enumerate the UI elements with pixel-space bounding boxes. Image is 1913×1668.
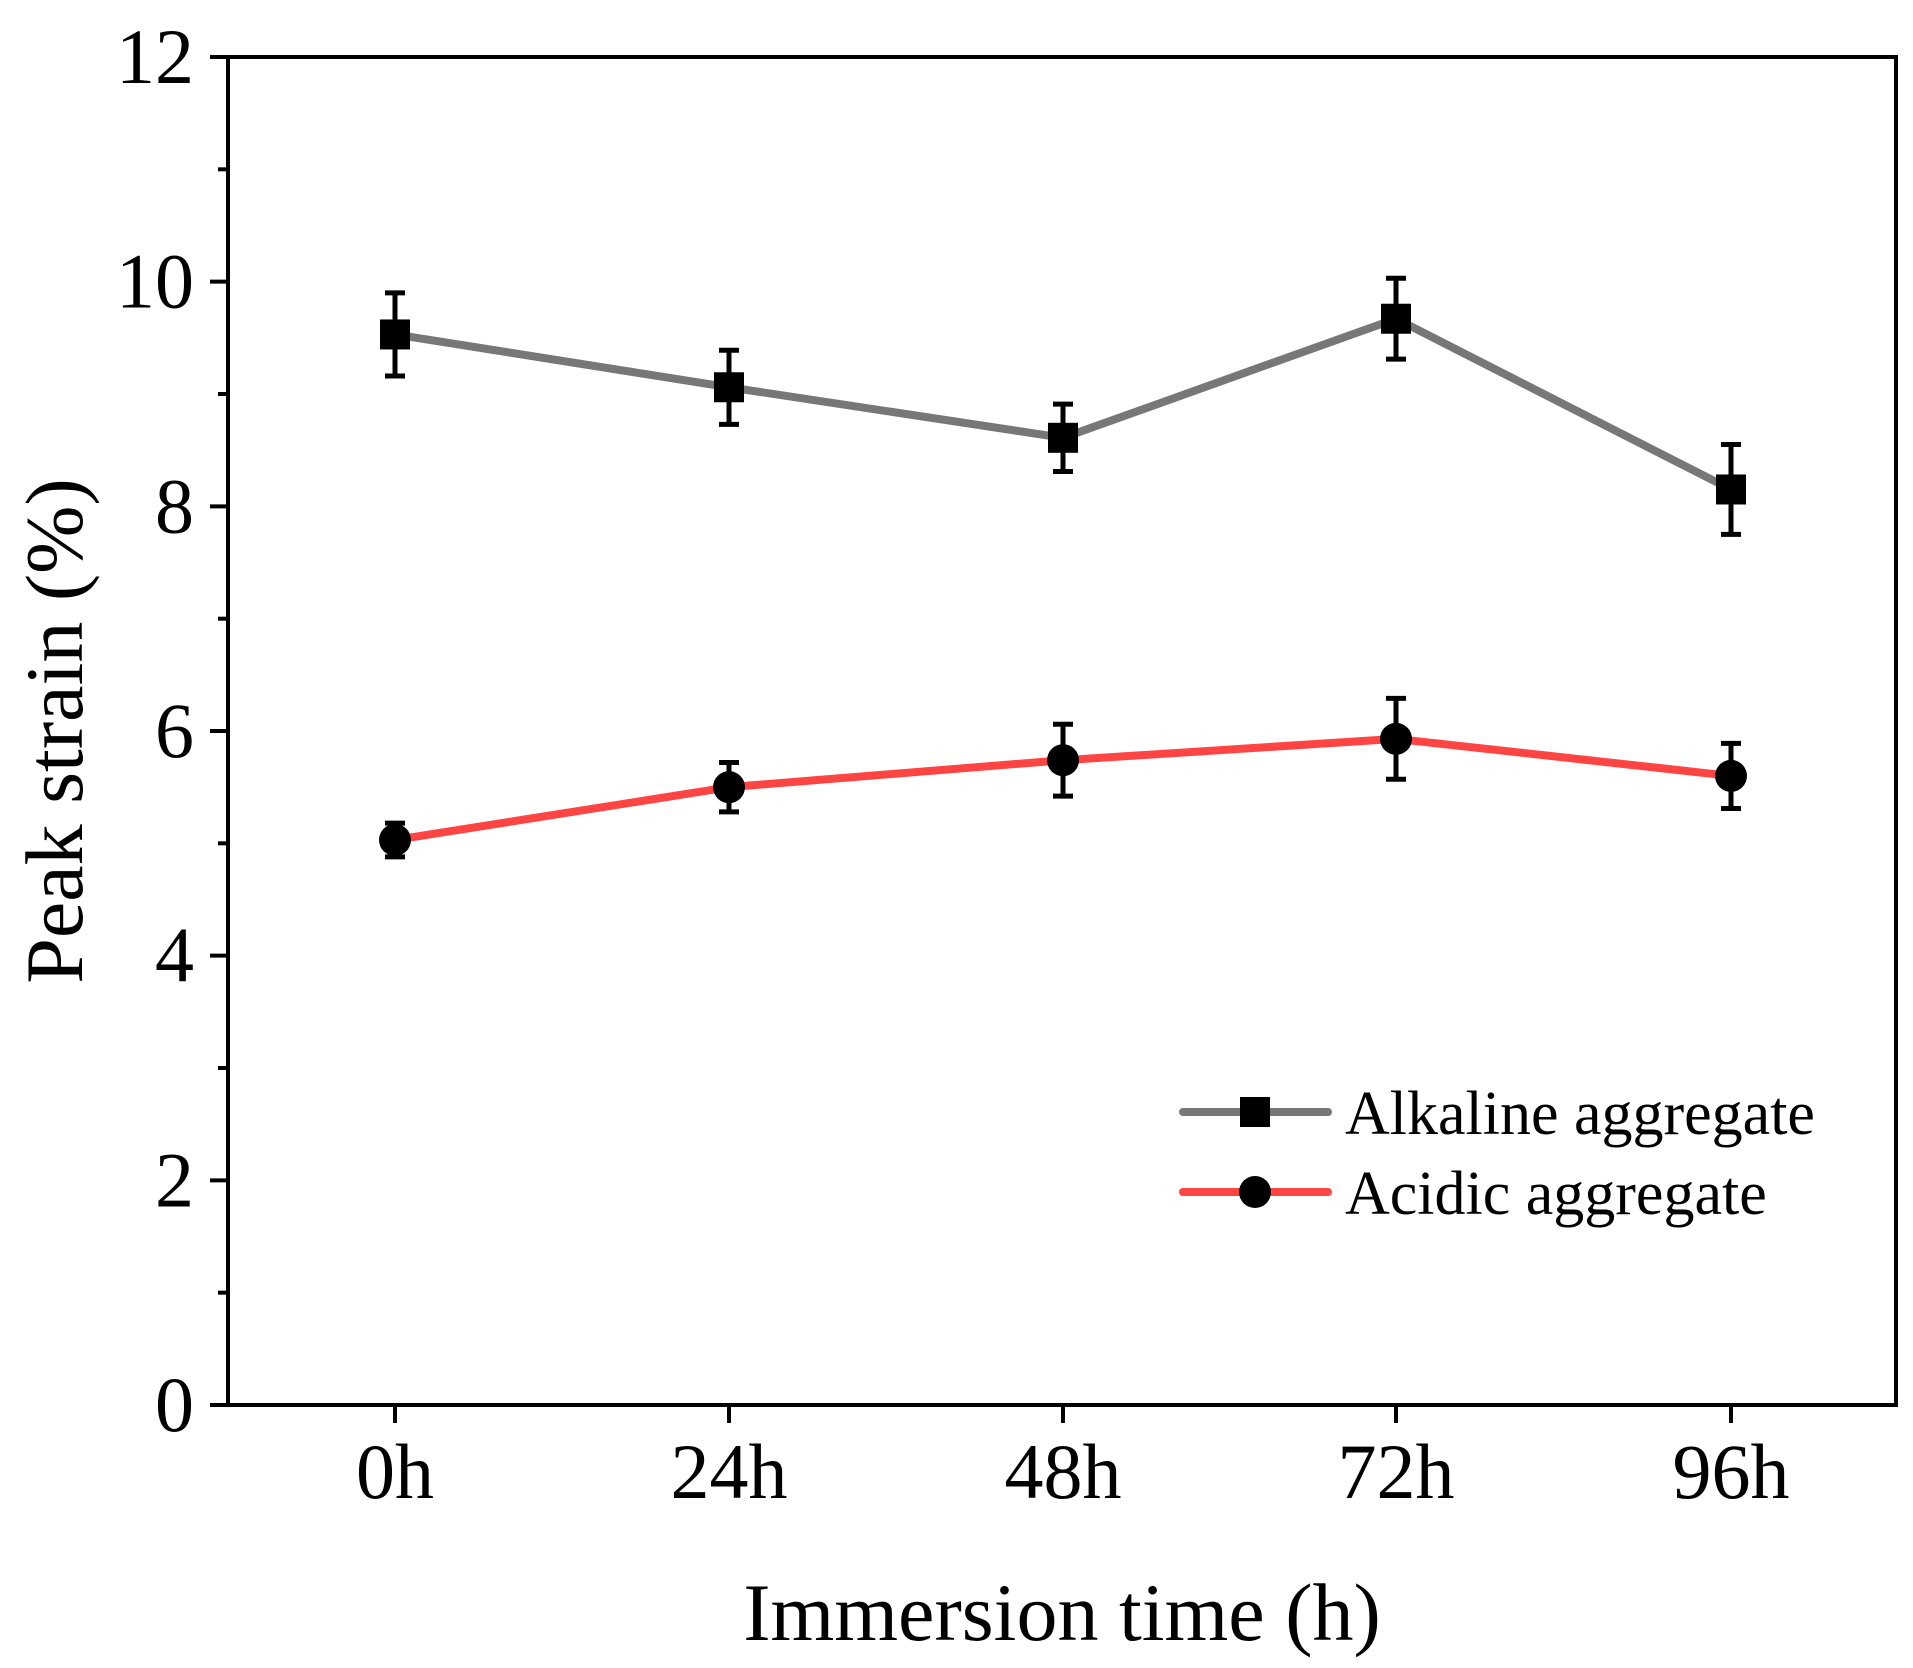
y-tick-label: 0	[155, 1361, 194, 1448]
x-axis-title: Immersion time (h)	[743, 1567, 1381, 1658]
y-axis-title: Peak strain (%)	[9, 478, 100, 984]
data-point-circle	[713, 771, 745, 804]
y-tick-label: 8	[155, 462, 194, 549]
y-tick-label: 2	[155, 1136, 194, 1223]
x-tick-label: 0h	[356, 1428, 434, 1515]
series-acidic-aggregate	[379, 695, 1747, 860]
legend-label: Acidic aggregate	[1345, 1160, 1767, 1228]
legend-marker-circle	[1239, 1176, 1271, 1208]
series-alkaline-aggregate	[380, 275, 1746, 537]
y-tick-label: 4	[155, 912, 194, 999]
data-point-circle	[1380, 722, 1412, 755]
data-point-square	[1048, 422, 1078, 453]
data-point-square	[1381, 303, 1411, 334]
y-tick-label: 6	[155, 687, 194, 774]
series-layer	[379, 275, 1747, 860]
data-point-square	[1716, 474, 1746, 505]
data-point-square	[380, 319, 410, 350]
x-tick-label: 96h	[1673, 1428, 1790, 1515]
legend-marker-square	[1240, 1097, 1270, 1127]
legend: Alkaline aggregate Acidic aggregate	[1179, 1080, 1815, 1228]
data-point-circle	[1047, 744, 1079, 777]
data-point-circle	[379, 823, 411, 856]
tick-layer: 0 2 4 6 8 10 12 0h 24h 48h 72h 96h	[116, 13, 1790, 1515]
x-tick-label: 48h	[1005, 1428, 1122, 1515]
y-tick-label: 10	[116, 238, 194, 325]
data-point-square	[714, 372, 744, 403]
legend-label: Alkaline aggregate	[1345, 1080, 1815, 1148]
y-tick-label: 12	[116, 13, 194, 100]
data-point-circle	[1715, 759, 1747, 792]
x-tick-label: 72h	[1338, 1428, 1455, 1515]
x-tick-label: 24h	[671, 1428, 788, 1515]
